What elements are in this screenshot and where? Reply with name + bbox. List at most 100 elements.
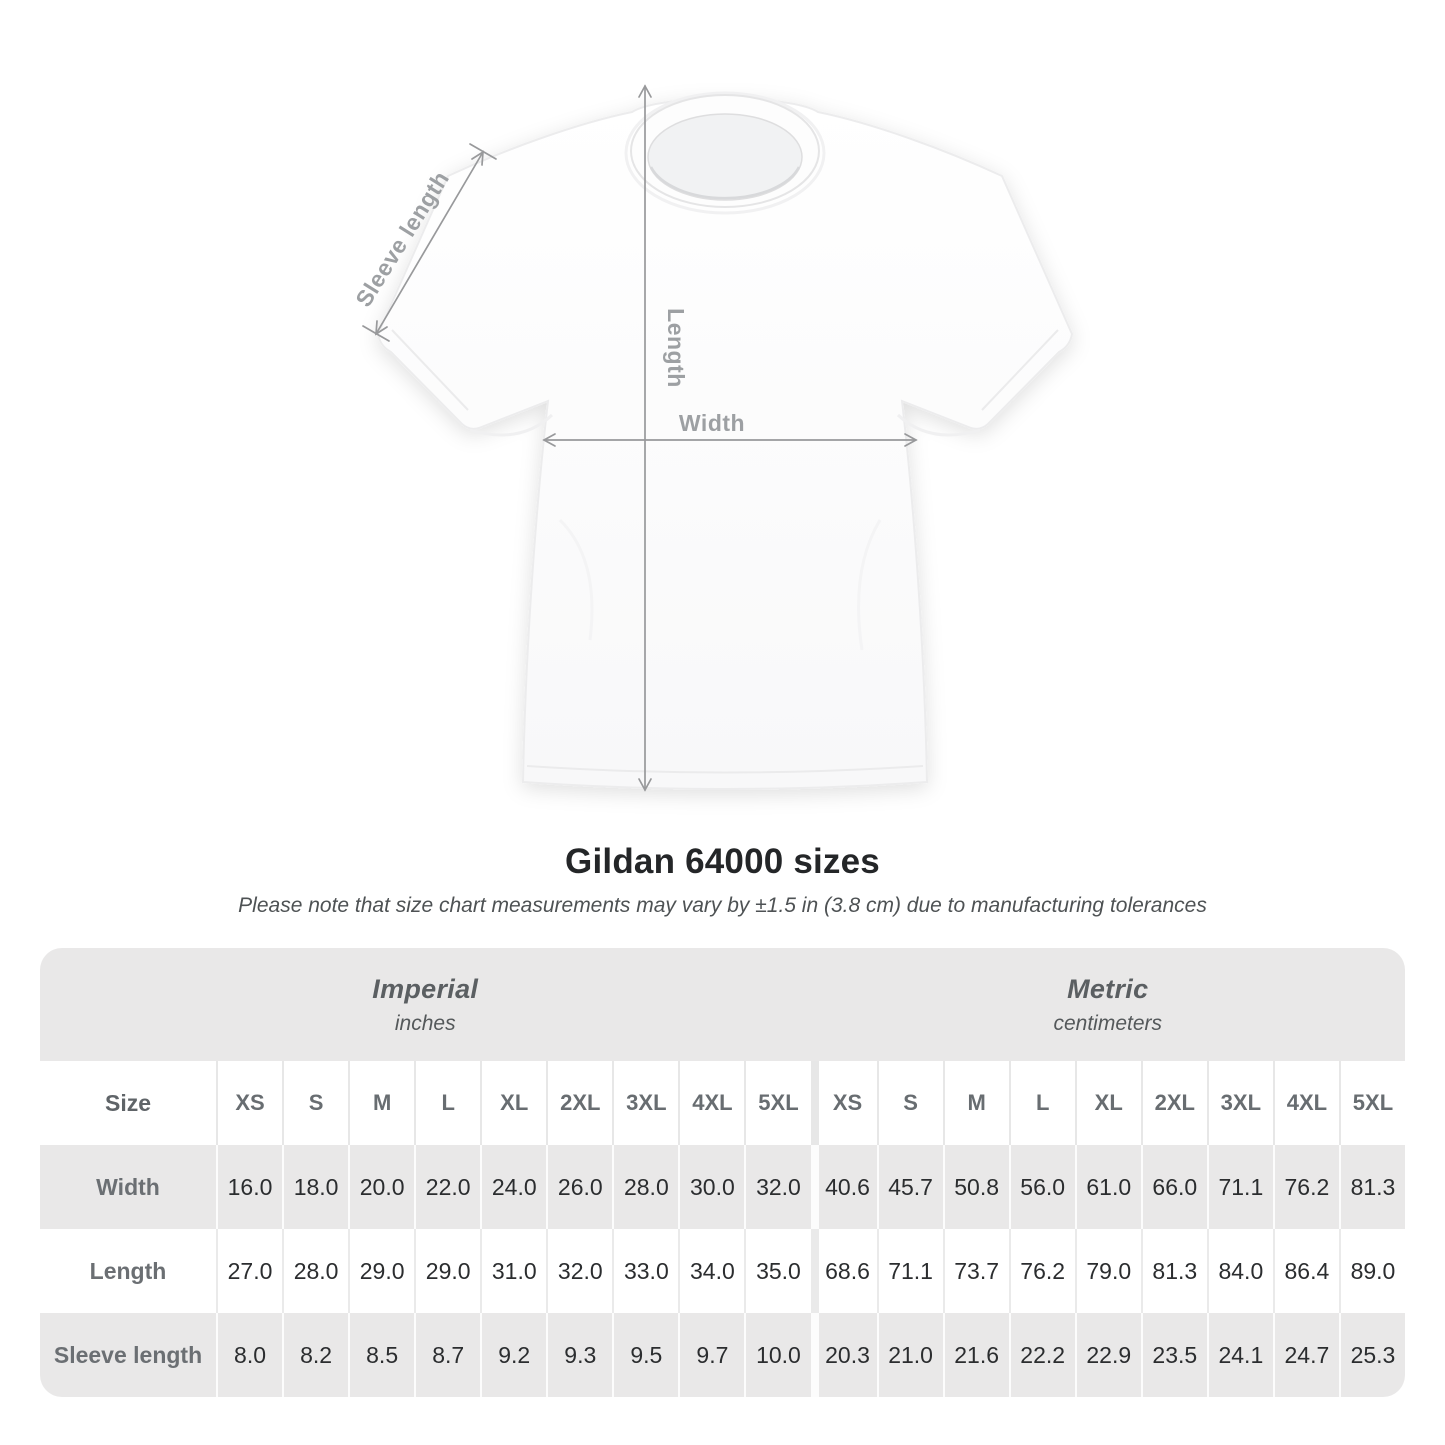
value-length-imperial-s: 28.0	[282, 1229, 349, 1313]
value-length-imperial-xs: 27.0	[216, 1229, 283, 1313]
value-length-metric-4xl: 86.4	[1272, 1229, 1339, 1313]
value-width-imperial-xl: 24.0	[480, 1145, 547, 1229]
size-col-metric-2xl: 2XL	[1140, 1061, 1207, 1145]
size-col-imperial-2xl: 2XL	[546, 1061, 613, 1145]
size-col-imperial-s: S	[282, 1061, 349, 1145]
value-width-imperial-2xl: 26.0	[546, 1145, 613, 1229]
length-row: Length 27.0 28.0 29.0 29.0 31.0 32.0 33.0 34.0 35…	[40, 1229, 1405, 1313]
value-length-metric-m: 73.7	[942, 1229, 1009, 1313]
metric-header-label: Metric	[1067, 973, 1149, 1004]
width-arrow	[542, 433, 918, 447]
size-col-imperial-m: M	[348, 1061, 415, 1145]
imperial-header-unit: inches	[394, 1011, 456, 1035]
tshirt-illustration: Sleeve length Length Width	[350, 84, 1074, 792]
value-sleeve-length-imperial-5xl: 10.0	[744, 1313, 811, 1397]
value-sleeve-length-imperial-xl: 9.2	[480, 1313, 547, 1397]
value-width-metric-s: 45.7	[876, 1145, 943, 1229]
measurement-arrows	[362, 84, 918, 792]
value-length-metric-5xl: 89.0	[1338, 1229, 1405, 1313]
value-width-imperial-xs: 16.0	[216, 1145, 283, 1229]
size-col-metric-s: S	[876, 1061, 943, 1145]
tshirt-diagram: Sleeve length Length Width	[350, 84, 1074, 792]
sleeve-length-row: Sleeve length 8.0 8.2 8.5 8.7 9.2 9.3 9.5 9.7 10.…	[40, 1313, 1405, 1397]
size-col-imperial-l: L	[414, 1061, 481, 1145]
imperial-header-label: Imperial	[372, 973, 479, 1004]
size-col-metric-xs: XS	[810, 1061, 877, 1145]
value-sleeve-length-metric-3xl: 24.1	[1206, 1313, 1273, 1397]
size-col-imperial-4xl: 4XL	[678, 1061, 745, 1145]
value-width-metric-3xl: 71.1	[1206, 1145, 1273, 1229]
value-sleeve-length-imperial-l: 8.7	[414, 1313, 481, 1397]
value-sleeve-length-metric-4xl: 24.7	[1272, 1313, 1339, 1397]
value-sleeve-length-imperial-4xl: 9.7	[678, 1313, 745, 1397]
value-sleeve-length-imperial-s: 8.2	[282, 1313, 349, 1397]
value-width-imperial-m: 20.0	[348, 1145, 415, 1229]
width-row: Width 16.0 18.0 20.0 22.0 24.0 26.0 28.0 30.0 32.…	[40, 1145, 1405, 1229]
size-col-imperial-xl: XL	[480, 1061, 547, 1145]
value-length-imperial-m: 29.0	[348, 1229, 415, 1313]
row-label: Length	[40, 1229, 216, 1313]
tolerance-note: Please note that size chart measurements…	[238, 894, 1207, 917]
value-width-metric-4xl: 76.2	[1272, 1145, 1339, 1229]
value-sleeve-length-metric-s: 21.0	[876, 1313, 943, 1397]
size-col-metric-m: M	[942, 1061, 1009, 1145]
value-width-imperial-3xl: 28.0	[612, 1145, 679, 1229]
value-width-metric-xl: 61.0	[1074, 1145, 1141, 1229]
imperial-header: Imperial inches	[40, 948, 811, 1061]
value-width-metric-xs: 40.6	[810, 1145, 877, 1229]
value-sleeve-length-metric-5xl: 25.3	[1338, 1313, 1405, 1397]
width-label: Width	[679, 410, 745, 436]
value-sleeve-length-metric-xl: 22.9	[1074, 1313, 1141, 1397]
value-sleeve-length-imperial-2xl: 9.3	[546, 1313, 613, 1397]
size-col-metric-l: L	[1008, 1061, 1075, 1145]
tshirt-shape	[376, 91, 1074, 790]
size-header-row: Size XS S M L XL 2XL 3XL 4XL 5XL XS S M L XL 2XL 3XL 4XL…	[40, 1061, 1405, 1145]
value-width-imperial-s: 18.0	[282, 1145, 349, 1229]
value-length-metric-3xl: 84.0	[1206, 1229, 1273, 1313]
value-length-imperial-5xl: 35.0	[744, 1229, 811, 1313]
size-col-imperial-5xl: 5XL	[744, 1061, 811, 1145]
size-col-metric-xl: XL	[1074, 1061, 1141, 1145]
value-sleeve-length-metric-xs: 20.3	[810, 1313, 877, 1397]
size-col-metric-4xl: 4XL	[1272, 1061, 1339, 1145]
size-col-metric-5xl: 5XL	[1338, 1061, 1405, 1145]
value-sleeve-length-metric-l: 22.2	[1008, 1313, 1075, 1397]
metric-header-unit: centimeters	[1053, 1011, 1163, 1035]
value-sleeve-length-metric-2xl: 23.5	[1140, 1313, 1207, 1397]
value-width-imperial-4xl: 30.0	[678, 1145, 745, 1229]
metric-header: Metric centimeters	[810, 948, 1405, 1061]
value-sleeve-length-metric-m: 21.6	[942, 1313, 1009, 1397]
value-length-metric-2xl: 81.3	[1140, 1229, 1207, 1313]
value-length-imperial-4xl: 34.0	[678, 1229, 745, 1313]
length-label: Length	[663, 308, 689, 388]
value-width-metric-l: 56.0	[1008, 1145, 1075, 1229]
value-sleeve-length-imperial-xs: 8.0	[216, 1313, 283, 1397]
value-width-metric-5xl: 81.3	[1338, 1145, 1405, 1229]
value-length-imperial-3xl: 33.0	[612, 1229, 679, 1313]
value-sleeve-length-imperial-m: 8.5	[348, 1313, 415, 1397]
value-length-metric-xs: 68.6	[810, 1229, 877, 1313]
size-column-header: Size	[40, 1061, 216, 1145]
value-width-imperial-l: 22.0	[414, 1145, 481, 1229]
sleeve-length-arrow	[362, 143, 497, 342]
unit-header-row: Imperial inches Metric centimeters	[40, 948, 1405, 1061]
size-chart-table: Imperial inches Metric centimeters Size …	[40, 948, 1405, 1397]
value-length-metric-l: 76.2	[1008, 1229, 1075, 1313]
value-width-metric-m: 50.8	[942, 1145, 1009, 1229]
row-label: Width	[40, 1145, 216, 1229]
value-length-imperial-2xl: 32.0	[546, 1229, 613, 1313]
collar	[624, 91, 826, 215]
value-sleeve-length-imperial-3xl: 9.5	[612, 1313, 679, 1397]
row-label: Sleeve length	[40, 1313, 216, 1397]
length-arrow	[638, 84, 652, 792]
value-length-metric-s: 71.1	[876, 1229, 943, 1313]
size-col-imperial-xs: XS	[216, 1061, 283, 1145]
value-width-imperial-5xl: 32.0	[744, 1145, 811, 1229]
value-length-metric-xl: 79.0	[1074, 1229, 1141, 1313]
value-length-imperial-l: 29.0	[414, 1229, 481, 1313]
page-title: Gildan 64000 sizes	[565, 842, 880, 881]
value-length-imperial-xl: 31.0	[480, 1229, 547, 1313]
size-col-metric-3xl: 3XL	[1206, 1061, 1273, 1145]
size-col-imperial-3xl: 3XL	[612, 1061, 679, 1145]
